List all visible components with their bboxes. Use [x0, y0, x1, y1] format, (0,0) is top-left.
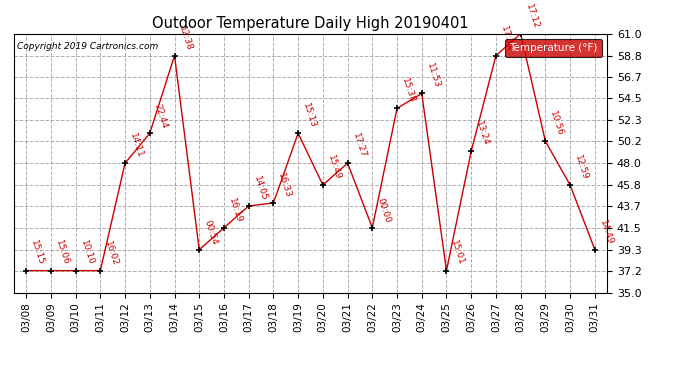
Text: 15:06: 15:06	[54, 239, 70, 267]
Text: 12:38: 12:38	[177, 24, 194, 52]
Text: 00:54: 00:54	[202, 219, 219, 246]
Text: 10:10: 10:10	[79, 239, 95, 267]
Text: 16:19: 16:19	[227, 196, 244, 224]
Legend: Temperature (°F): Temperature (°F)	[505, 39, 602, 57]
Text: 14:05: 14:05	[252, 175, 268, 202]
Text: 15:01: 15:01	[449, 239, 466, 267]
Text: 15:15: 15:15	[29, 239, 46, 267]
Text: 16:02: 16:02	[104, 239, 120, 267]
Text: 17:12: 17:12	[499, 24, 515, 52]
Text: 17:27: 17:27	[351, 132, 367, 159]
Text: 00:00: 00:00	[375, 196, 392, 224]
Title: Outdoor Temperature Daily High 20190401: Outdoor Temperature Daily High 20190401	[152, 16, 469, 31]
Text: 11:53: 11:53	[425, 62, 442, 90]
Text: 22:44: 22:44	[152, 102, 169, 129]
Text: Copyright 2019 Cartronics.com: Copyright 2019 Cartronics.com	[17, 42, 158, 51]
Text: 12:59: 12:59	[573, 154, 589, 181]
Text: 15:49: 15:49	[326, 154, 342, 181]
Text: 16:33: 16:33	[277, 171, 293, 199]
Text: 15:38: 15:38	[400, 77, 417, 104]
Text: 13:24: 13:24	[474, 120, 491, 147]
Text: 17:12: 17:12	[524, 3, 540, 30]
Text: 15:13: 15:13	[301, 102, 317, 129]
Text: 14:49: 14:49	[598, 219, 614, 246]
Text: 14:11: 14:11	[128, 132, 144, 159]
Text: 10:56: 10:56	[549, 110, 565, 137]
